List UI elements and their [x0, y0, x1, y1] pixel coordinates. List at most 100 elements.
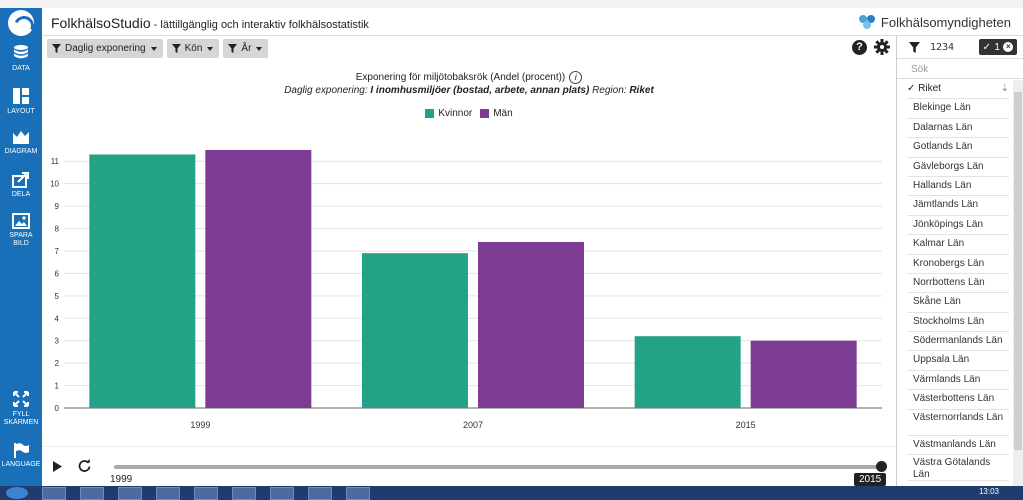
region-item[interactable]: Uppsala Län: [907, 351, 1009, 371]
region-item[interactable]: Västra Götalands Län: [907, 455, 1009, 482]
filter-bar: Daglig exponering Kön År: [47, 39, 272, 58]
region-item[interactable]: Norrbottens Län: [907, 274, 1009, 294]
timeline-player: 1999 2015: [42, 446, 896, 486]
region-item[interactable]: Blekinge Län: [907, 99, 1009, 119]
sidebar-item-data[interactable]: DATA: [0, 44, 42, 73]
region-panel-header: 1234 ✓ 1 ×: [897, 36, 1023, 58]
subtitle-region: Riket: [629, 85, 654, 96]
clear-selection-icon[interactable]: ×: [1003, 42, 1014, 52]
timeline-start-year: 1999: [110, 474, 133, 485]
region-item[interactable]: Södermanlands Län: [907, 332, 1009, 352]
sidebar-item-diagram[interactable]: DIAGRAM: [0, 129, 42, 156]
subtitle-prefix: Daglig exponering:: [284, 85, 371, 96]
y-tick-label: 7: [55, 247, 60, 256]
y-tick-label: 4: [55, 314, 60, 323]
sidebar-item-fullscreen[interactable]: FYLL SKÄRMEN: [0, 390, 42, 427]
database-icon: [14, 45, 28, 59]
bar-mn-1999: [205, 149, 312, 408]
filter-icon: [171, 44, 181, 53]
sidebar: DATA LAYOUT DIAGRAM DELA SPARA BILD: [0, 8, 42, 486]
y-tick-label: 5: [55, 292, 60, 301]
chart-title-text: Exponering för miljötobaksrök (Andel (pr…: [355, 72, 566, 84]
bar-mn-2015: [750, 340, 857, 408]
sort-arrow-icon[interactable]: ⇣: [1000, 83, 1009, 94]
sidebar-item-label: LAYOUT: [7, 108, 35, 115]
taskbar-app[interactable]: [232, 487, 256, 500]
taskbar-app[interactable]: [270, 487, 294, 500]
region-item[interactable]: Kronobergs Län: [907, 255, 1009, 274]
chart-title: Exponering för miljötobaksrök (Andel (pr…: [42, 71, 896, 84]
filter-year[interactable]: År: [223, 39, 269, 58]
region-item[interactable]: Skåne Län: [907, 293, 1009, 313]
y-tick-label: 0: [55, 404, 60, 413]
legend-swatch: [425, 109, 435, 118]
y-tick-label: 9: [55, 202, 60, 211]
scrollbar-thumb[interactable]: [1014, 92, 1022, 450]
selection-badge[interactable]: ✓ 1 ×: [979, 39, 1017, 55]
filter-label: Kön: [184, 43, 203, 54]
sidebar-item-save-image[interactable]: SPARA BILD: [0, 213, 42, 248]
sidebar-item-label: SPARA BILD: [9, 232, 33, 247]
region-search-input[interactable]: Sök: [897, 58, 1023, 79]
taskbar-app[interactable]: [42, 487, 66, 500]
play-icon[interactable]: [52, 461, 62, 472]
y-tick-label: 2: [55, 359, 60, 368]
filter-icon[interactable]: [909, 41, 920, 53]
region-code-toggle[interactable]: 1234: [930, 41, 955, 53]
sidebar-item-label: LANGUAGE: [1, 461, 41, 468]
region-list: ✓ Riket Blekinge Län Dalarnas Län Gotlands…: [907, 80, 1009, 482]
legend-item-man[interactable]: Män: [480, 108, 513, 119]
region-item-selected[interactable]: ✓ Riket: [907, 80, 1009, 100]
taskbar-app[interactable]: [118, 487, 142, 500]
timeline-track[interactable]: [114, 465, 882, 469]
region-item[interactable]: Gotlands Län: [907, 138, 1009, 158]
gear-icon[interactable]: [874, 39, 890, 55]
subtitle-region-label: Region:: [589, 85, 630, 96]
region-list-scrollbar[interactable]: [1013, 80, 1023, 486]
legend-label: Kvinnor: [438, 108, 473, 119]
brand[interactable]: Folkhälsomyndigheten: [857, 14, 1011, 30]
region-item[interactable]: Gävleborgs Län: [907, 158, 1009, 177]
timeline-thumb[interactable]: [876, 461, 887, 472]
taskbar-app[interactable]: [156, 487, 180, 500]
image-icon: [12, 213, 30, 229]
region-item[interactable]: Dalarnas Län: [907, 119, 1009, 139]
fullscreen-icon: [13, 391, 29, 407]
app-title-text: FolkhälsoStudio: [51, 15, 151, 31]
filter-daily-exposure[interactable]: Daglig exponering: [47, 39, 163, 58]
info-icon[interactable]: i: [569, 71, 583, 84]
reload-icon[interactable]: [78, 459, 91, 472]
app-header: FolkhälsoStudio - lättillgänglig och int…: [42, 8, 1023, 36]
bar-kvinnor-2007: [362, 253, 468, 408]
filter-gender[interactable]: Kön: [166, 39, 220, 58]
region-item[interactable]: Kalmar Län: [907, 235, 1009, 255]
bar-chart: 0 1 2 3 4 5 6 7 8 9 10 11 1999 2007 2015: [50, 149, 882, 430]
region-item[interactable]: Stockholms Län: [907, 313, 1009, 333]
app-logo-icon[interactable]: [8, 10, 34, 36]
subtitle-value: I inomhusmiljöer (bostad, arbete, annan …: [370, 85, 590, 96]
region-label: Riket: [918, 83, 941, 94]
region-item[interactable]: Jönköpings Län: [907, 216, 1009, 236]
help-icon[interactable]: ?: [852, 40, 867, 55]
legend-swatch: [480, 109, 490, 118]
brand-logo-icon: [858, 15, 875, 29]
taskbar-app[interactable]: [346, 487, 370, 500]
region-item[interactable]: Hallands Län: [907, 177, 1009, 197]
bar-mn-2007: [478, 241, 584, 408]
sidebar-item-layout[interactable]: LAYOUT: [0, 87, 42, 116]
sidebar-item-share[interactable]: DELA: [0, 172, 42, 199]
taskbar-app[interactable]: [80, 487, 104, 500]
region-item[interactable]: Västernorrlands Län: [907, 410, 1009, 436]
region-item[interactable]: Västerbottens Län: [907, 390, 1009, 410]
region-item[interactable]: Värmlands Län: [907, 371, 1009, 391]
chevron-down-icon: [207, 46, 214, 51]
start-button[interactable]: [6, 487, 28, 499]
region-item[interactable]: Jämtlands Län: [907, 196, 1009, 216]
legend-item-kvinnor[interactable]: Kvinnor: [425, 108, 472, 119]
region-item[interactable]: Västmanlands Län: [907, 436, 1009, 456]
sidebar-item-language[interactable]: LANGUAGE: [0, 442, 42, 469]
taskbar-app[interactable]: [194, 487, 218, 500]
taskbar-app[interactable]: [308, 487, 332, 500]
app-title: FolkhälsoStudio - lättillgänglig och int…: [51, 15, 369, 31]
bar-kvinnor-2015: [634, 336, 741, 408]
